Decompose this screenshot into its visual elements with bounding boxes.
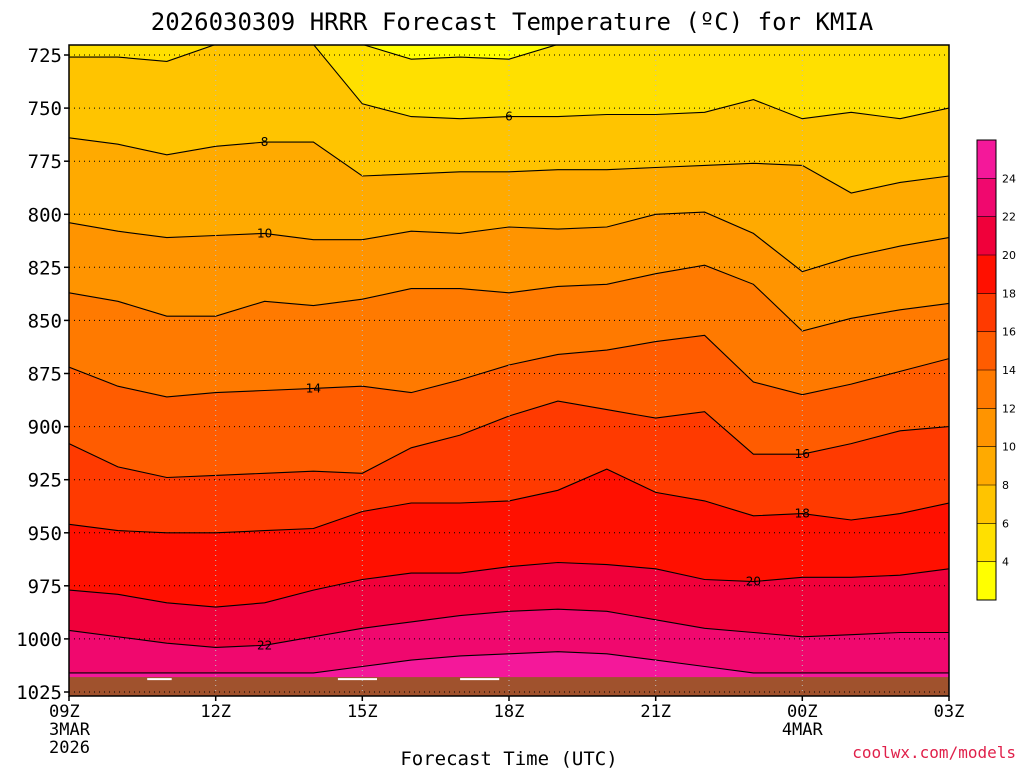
y-tick-label: 975 (28, 576, 62, 598)
isotherm-4 (362, 45, 558, 60)
temperature-filled-contours (69, 45, 949, 696)
temperature-band (69, 335, 949, 478)
temperature-band (69, 137, 949, 272)
colorbar-swatch (977, 178, 996, 218)
x-tick-label: 15Z (347, 702, 378, 722)
ground-surface (69, 677, 949, 696)
x-tick-label: 03Z (934, 702, 965, 722)
y-tick-label: 925 (28, 470, 62, 492)
x-tick-year: 2026 (49, 738, 90, 758)
colorbar-swatch (977, 216, 996, 256)
isotherm-22 (69, 608, 949, 648)
temperature-band (69, 212, 949, 331)
x-axis-label: Forecast Time (UTC) (400, 748, 617, 768)
temperature-band (364, 45, 556, 60)
isotherm-label: 6 (505, 110, 513, 124)
y-tick-label: 750 (28, 98, 62, 120)
colorbar-swatch (977, 446, 996, 486)
colorbar-tick-label: 10 (1002, 441, 1016, 454)
colorbar-swatch (977, 561, 996, 601)
isotherm-label: 10 (257, 226, 272, 240)
isotherm-label: 20 (746, 575, 761, 589)
x-tick-label: 12Z (200, 702, 231, 722)
x-tick-label: 00Z (787, 702, 818, 722)
isotherm-label: 16 (795, 447, 810, 461)
isotherm-label: 8 (261, 135, 269, 149)
colorbar-swatch (977, 293, 996, 333)
colorbar-swatch (977, 485, 996, 524)
credit-link[interactable]: coolwx.com/models (852, 743, 1016, 762)
isotherm-24 (69, 651, 949, 674)
y-tick-label: 800 (28, 204, 62, 226)
isotherm-label: 14 (306, 381, 321, 395)
y-tick-label: 875 (28, 364, 62, 386)
colorbar-swatch (977, 140, 996, 179)
y-axis: 725 750 775 800 825 850 875 900 925 950 975 1000 102… (16, 45, 69, 704)
temperature-band (69, 469, 949, 608)
x-tick-label: 09Z (49, 702, 80, 722)
colorbar-swatch (977, 255, 996, 294)
colorbar-swatch (977, 408, 996, 448)
colorbar-tick-label: 6 (1002, 517, 1009, 530)
colorbar-swatch (977, 523, 996, 563)
colorbar: 4 6 8 10 12 14 16 18 20 22 24 (976, 139, 1016, 601)
gridlines (69, 45, 949, 696)
colorbar-swatch (977, 331, 996, 371)
colorbar-tick-label: 18 (1002, 287, 1016, 300)
isotherm-20 (69, 561, 949, 608)
temperature-band (69, 609, 949, 673)
colorbar-tick-label: 16 (1002, 326, 1016, 339)
colorbar-tick-label: 8 (1002, 479, 1009, 492)
y-tick-label: 900 (28, 417, 62, 439)
x-tick-label: 18Z (494, 702, 525, 722)
isotherm-labels: 6 8 10 14 16 18 20 22 (257, 110, 810, 653)
ground-rect (69, 677, 949, 696)
isotherm-6 (69, 45, 949, 120)
temperature-band (69, 45, 949, 119)
y-tick-label: 850 (28, 310, 62, 332)
colorbar-tick-label: 22 (1002, 211, 1016, 224)
temperature-band (69, 401, 949, 533)
y-tick-label: 825 (28, 257, 62, 279)
temperature-band (69, 45, 949, 193)
isotherm-label: 22 (257, 638, 272, 652)
temperature-band (69, 265, 949, 397)
x-tick-date: 3MAR (49, 720, 91, 740)
chart-title: 2026030309 HRRR Forecast Temperature (ºC… (151, 8, 874, 36)
y-tick-label: 775 (28, 151, 62, 173)
y-tick-label: 950 (28, 523, 62, 545)
x-tick-label: 21Z (640, 702, 671, 722)
y-tick-label: 1000 (16, 629, 62, 651)
colorbar-tick-label: 24 (1002, 172, 1016, 185)
colorbar-swatch (977, 370, 996, 409)
colorbar-tick-label: 4 (1002, 556, 1009, 569)
temperature-band (69, 562, 949, 648)
y-tick-label: 725 (28, 45, 62, 67)
colorbar-tick-label: 12 (1002, 402, 1016, 415)
y-tick-label: 1025 (16, 682, 62, 704)
x-tick-date: 4MAR (782, 720, 824, 740)
isotherm-label: 18 (795, 507, 810, 521)
colorbar-tick-label: 14 (1002, 364, 1016, 377)
colorbar-tick-label: 20 (1002, 249, 1016, 262)
